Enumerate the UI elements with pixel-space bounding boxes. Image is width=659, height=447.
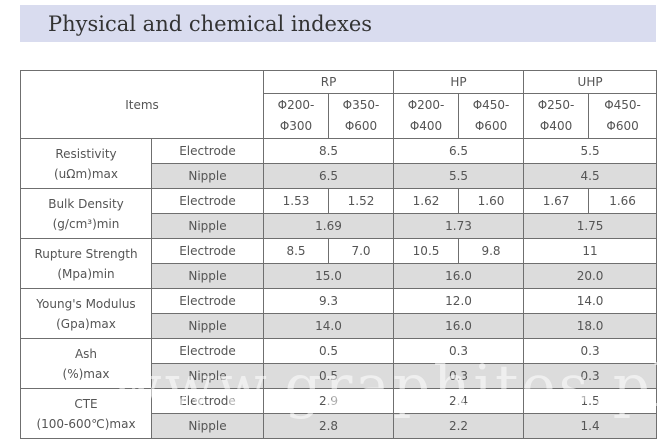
row-label-resistivity: Resistivity (uΩm)max bbox=[20, 138, 152, 189]
table-cell: 1.75 bbox=[523, 213, 658, 239]
table-cell: 0.5 bbox=[263, 363, 395, 389]
table-cell: 7.0 bbox=[328, 238, 395, 264]
grade-header-rp: RP bbox=[263, 70, 395, 94]
page-title: Physical and chemical indexes bbox=[48, 12, 373, 36]
items-header: Items bbox=[19, 70, 265, 139]
table-cell: 1.67 bbox=[523, 188, 590, 214]
table-cell: 12.0 bbox=[393, 288, 525, 314]
table-cell: 14.0 bbox=[263, 313, 395, 339]
part-nipple: Nipple bbox=[150, 313, 265, 339]
size-header: Φ450- Φ600 bbox=[588, 93, 658, 139]
table-cell: 1.69 bbox=[263, 213, 395, 239]
table-cell: 2.4 bbox=[393, 388, 525, 414]
size-header: Φ250- Φ400 bbox=[523, 93, 590, 139]
properties-table: Items RP HP UHP Φ200- Φ300 Φ350- Φ600 Φ200… bbox=[19, 70, 658, 439]
table-cell: 1.66 bbox=[588, 188, 658, 214]
table-cell: 8.5 bbox=[263, 138, 395, 164]
table-cell: 1.73 bbox=[393, 213, 525, 239]
table-cell: 0.3 bbox=[523, 363, 658, 389]
table-cell: 2.9 bbox=[263, 388, 395, 414]
table-cell: 8.5 bbox=[263, 238, 330, 264]
table-cell: 15.0 bbox=[263, 263, 395, 289]
part-electrode: Electrode bbox=[150, 288, 265, 314]
table-cell: 0.3 bbox=[523, 338, 658, 364]
part-nipple: Nipple bbox=[150, 263, 265, 289]
table-cell: 9.8 bbox=[458, 238, 525, 264]
part-electrode: Electrode bbox=[150, 388, 265, 414]
table-cell: 1.62 bbox=[393, 188, 460, 214]
table-cell: 0.3 bbox=[393, 363, 525, 389]
size-header: Φ200- Φ400 bbox=[393, 93, 460, 139]
table-cell: 1.53 bbox=[263, 188, 330, 214]
grade-header-uhp: UHP bbox=[523, 70, 658, 94]
table-cell: 1.4 bbox=[523, 413, 658, 439]
table-cell: 9.3 bbox=[263, 288, 395, 314]
size-header: Φ200- Φ300 bbox=[263, 93, 330, 139]
row-label-bulk-density: Bulk Density (g/cm³)min bbox=[20, 188, 152, 239]
size-header: Φ350- Φ600 bbox=[328, 93, 395, 139]
part-electrode: Electrode bbox=[150, 188, 265, 214]
part-electrode: Electrode bbox=[150, 138, 265, 164]
table-cell: 1.60 bbox=[458, 188, 525, 214]
row-label-cte: CTE (100-600℃)max bbox=[20, 388, 152, 439]
grade-header-hp: HP bbox=[393, 70, 525, 94]
part-electrode: Electrode bbox=[150, 338, 265, 364]
part-nipple: Nipple bbox=[150, 413, 265, 439]
table-cell: 16.0 bbox=[393, 313, 525, 339]
table-cell: 0.5 bbox=[263, 338, 395, 364]
table-cell: 10.5 bbox=[393, 238, 460, 264]
part-nipple: Nipple bbox=[150, 363, 265, 389]
title-banner: Physical and chemical indexes bbox=[20, 5, 656, 42]
row-label-ash: Ash (%)max bbox=[20, 338, 152, 389]
table-cell: 2.8 bbox=[263, 413, 395, 439]
table-cell: 1.5 bbox=[523, 388, 658, 414]
table-cell: 18.0 bbox=[523, 313, 658, 339]
part-electrode: Electrode bbox=[150, 238, 265, 264]
table-cell: 0.3 bbox=[393, 338, 525, 364]
row-label-youngs-modulus: Young's Modulus (Gpa)max bbox=[20, 288, 152, 339]
table-cell: 2.2 bbox=[393, 413, 525, 439]
part-nipple: Nipple bbox=[150, 163, 265, 189]
table-cell: 6.5 bbox=[263, 163, 395, 189]
size-header: Φ450- Φ600 bbox=[458, 93, 525, 139]
table-cell: 11 bbox=[523, 238, 658, 264]
table-cell: 16.0 bbox=[393, 263, 525, 289]
part-nipple: Nipple bbox=[150, 213, 265, 239]
row-label-rupture-strength: Rupture Strength (Mpa)min bbox=[20, 238, 152, 289]
table-cell: 6.5 bbox=[393, 138, 525, 164]
table-cell: 14.0 bbox=[523, 288, 658, 314]
table-cell: 20.0 bbox=[523, 263, 658, 289]
table-cell: 5.5 bbox=[393, 163, 525, 189]
table-cell: 5.5 bbox=[523, 138, 658, 164]
table-cell: 1.52 bbox=[328, 188, 395, 214]
table-cell: 4.5 bbox=[523, 163, 658, 189]
